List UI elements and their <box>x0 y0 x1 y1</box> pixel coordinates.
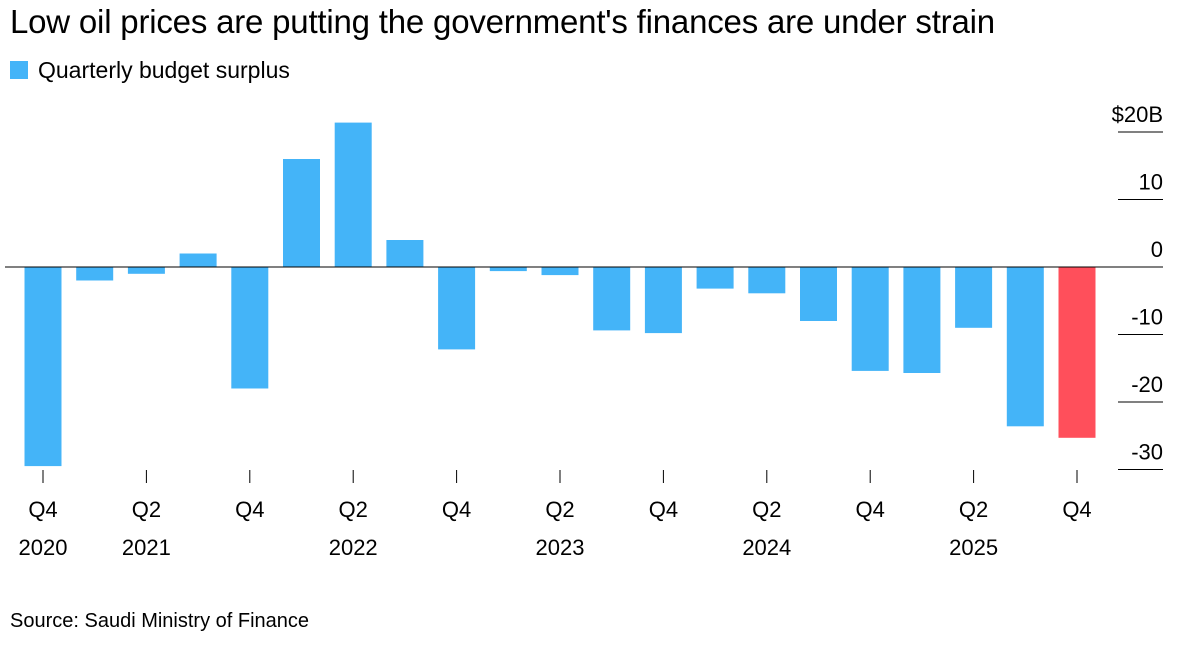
bar <box>1058 267 1096 438</box>
bar <box>283 159 320 267</box>
bar <box>179 253 217 267</box>
bar <box>800 267 837 321</box>
bar <box>76 267 114 281</box>
source-note: Source: Saudi Ministry of Finance <box>10 610 310 632</box>
bar <box>644 267 682 334</box>
y-tick-label: 10 <box>1139 170 1163 195</box>
bar <box>386 240 424 267</box>
x-tick-label-year: 2020 <box>19 535 68 560</box>
x-tick-label-quarter: Q4 <box>856 497 885 522</box>
x-tick-label-quarter: Q4 <box>1062 497 1091 522</box>
bar <box>903 267 941 373</box>
bar <box>851 267 889 371</box>
x-tick-label-quarter: Q2 <box>752 497 781 522</box>
bar <box>748 267 786 294</box>
x-tick-label-year: 2023 <box>536 535 585 560</box>
bar <box>334 122 372 267</box>
bar <box>24 267 62 467</box>
y-tick-label: 0 <box>1151 237 1163 262</box>
bar <box>1006 267 1044 427</box>
x-tick-label-year: 2022 <box>329 535 378 560</box>
x-tick-label-year: 2025 <box>949 535 998 560</box>
x-tick-label-quarter: Q2 <box>545 497 574 522</box>
x-tick-label-quarter: Q4 <box>649 497 678 522</box>
y-tick-label: $20B <box>1112 102 1163 127</box>
bar <box>438 267 476 350</box>
y-tick-label: -10 <box>1131 305 1163 330</box>
bar <box>127 267 165 274</box>
y-tick-label: -20 <box>1131 372 1163 397</box>
x-tick-label-quarter: Q4 <box>235 497 264 522</box>
bar <box>489 267 527 272</box>
legend-label: Quarterly budget surplus <box>38 57 290 83</box>
x-tick-label-quarter: Q2 <box>132 497 161 522</box>
bar <box>593 267 631 331</box>
x-tick-label-year: 2024 <box>742 535 791 560</box>
x-tick-label-year: 2021 <box>122 535 171 560</box>
x-tick-label-quarter: Q2 <box>959 497 988 522</box>
x-tick-label-quarter: Q4 <box>28 497 57 522</box>
legend-swatch <box>10 61 28 79</box>
x-tick-label-quarter: Q2 <box>339 497 368 522</box>
bar <box>696 267 734 289</box>
chart-title: Low oil prices are putting the governmen… <box>10 3 995 40</box>
bar <box>231 267 269 389</box>
x-tick-label-quarter: Q4 <box>442 497 471 522</box>
y-tick-label: -30 <box>1131 440 1163 465</box>
bar <box>955 267 993 328</box>
legend: Quarterly budget surplus <box>10 57 290 83</box>
bar <box>541 267 579 276</box>
